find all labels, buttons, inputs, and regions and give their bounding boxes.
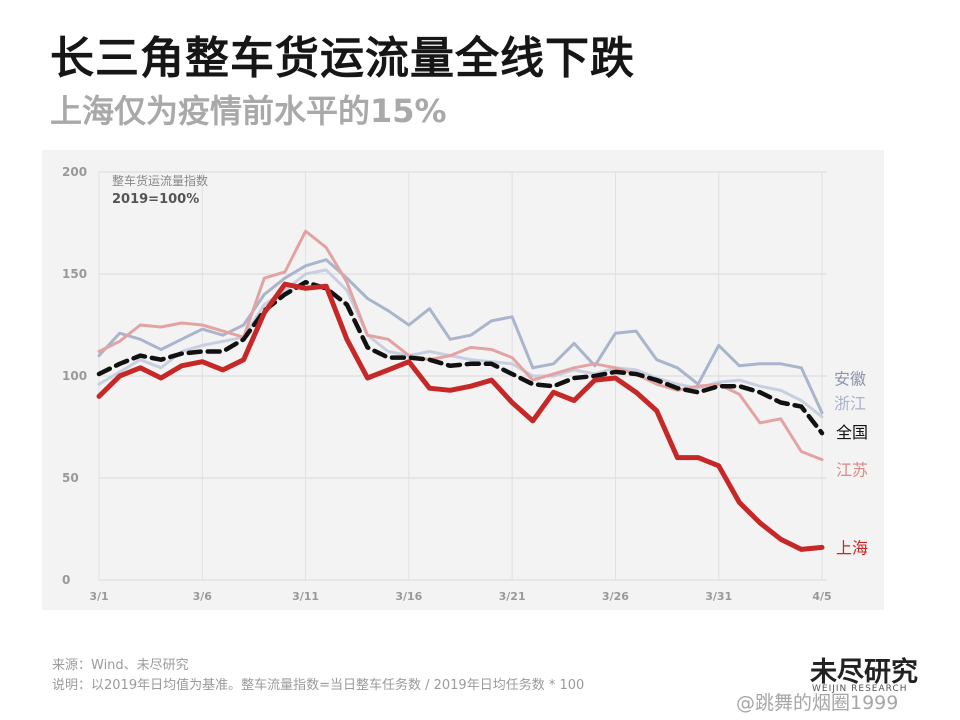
series-line-全国 — [96, 279, 825, 436]
chart-panel: 0 50 100 150 200 3/1 3/6 3/11 3/16 3/21 3/26 3/31 4… — [42, 150, 884, 610]
series-label: 上海 — [836, 538, 868, 557]
series-line-安徽 — [97, 258, 824, 415]
series-label: 浙江 — [834, 394, 866, 413]
series-line-浙江 — [97, 268, 824, 419]
series-label: 江苏 — [836, 461, 868, 480]
source-text: 来源：Wind、未尽研究 — [52, 658, 189, 673]
series-label: 全国 — [836, 423, 868, 442]
x-tick-label: 3/6 — [193, 590, 213, 603]
series-line-上海 — [96, 281, 825, 552]
y-axis: 0 50 100 150 200 — [62, 165, 87, 587]
grid-lines — [98, 171, 827, 581]
x-axis: 3/1 3/6 3/11 3/16 3/21 3/26 3/31 4/5 — [89, 590, 831, 603]
y-tick-label: 50 — [62, 471, 79, 485]
x-tick-label: 3/11 — [292, 590, 319, 603]
chart-title: 整车货运流量指数 — [112, 173, 208, 188]
y-tick-label: 0 — [62, 573, 70, 587]
series-label: 安徽 — [834, 370, 866, 389]
page-title: 长三角整车货运流量全线下跌 — [50, 33, 635, 84]
watermark: @跳舞的烟圈1999 — [736, 692, 899, 714]
note-text: 说明：以2019年日均值为基准。整车流量指数=当日整车任务数 / 2019年日均… — [52, 678, 585, 693]
y-tick-label: 150 — [62, 267, 87, 281]
x-tick-label: 3/1 — [89, 590, 108, 603]
x-tick-label: 3/26 — [602, 590, 629, 603]
brand-logo: 未尽研究 — [810, 657, 918, 688]
x-tick-label: 3/31 — [705, 590, 732, 603]
x-tick-label: 3/16 — [395, 590, 422, 603]
page-subtitle: 上海仅为疫情前水平的15% — [50, 92, 447, 130]
line-chart: 0 50 100 150 200 3/1 3/6 3/11 3/16 3/21 3/26 3/31 4… — [62, 165, 868, 603]
x-tick-label: 3/21 — [499, 590, 526, 603]
series-line-江苏 — [97, 229, 824, 462]
series-lines — [96, 229, 825, 552]
y-tick-label: 100 — [62, 369, 87, 383]
y-tick-label: 200 — [62, 165, 87, 179]
brand-subtitle: WEIJIN RESEARCH — [812, 684, 908, 694]
chart-subtitle: 2019=100% — [112, 192, 199, 207]
x-tick-label: 4/5 — [812, 590, 831, 603]
